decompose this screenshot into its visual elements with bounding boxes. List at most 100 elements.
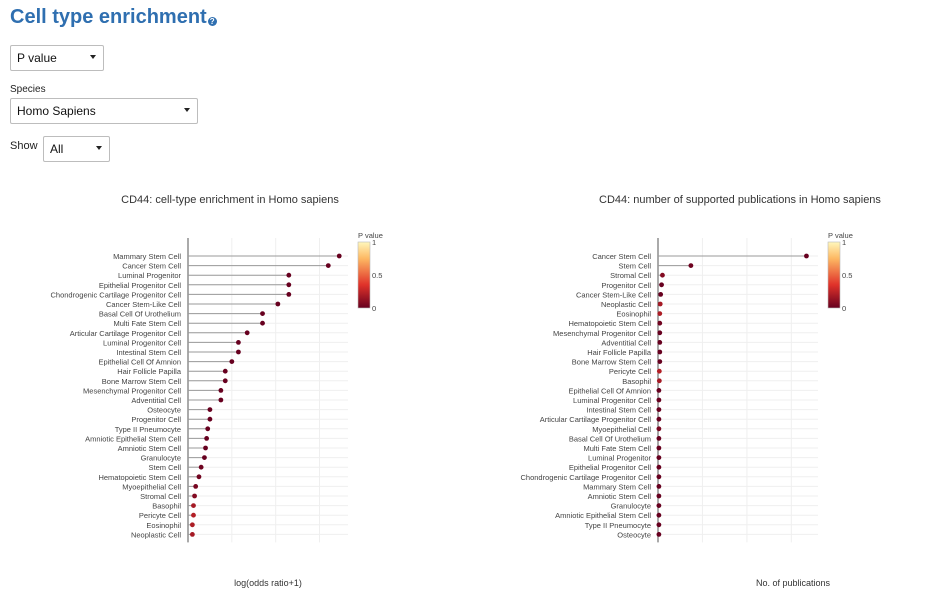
chart1-point: [325, 263, 331, 268]
chart1-category-label: Epithelial Progenitor Cell: [99, 281, 181, 290]
chart2-category-label: Luminal Progenitor Cell: [573, 396, 651, 405]
chart2-category-label: Progenitor Cell: [601, 281, 651, 290]
chart1-point: [192, 493, 197, 499]
chart2-category-label: Epithelial Cell Of Amnion: [568, 386, 651, 395]
chart2-category-label: Luminal Progenitor: [588, 454, 651, 463]
chart1-category-label: Basal Cell Of Urothelium: [99, 310, 181, 319]
chart1-point: [204, 436, 210, 441]
show-label: Show: [10, 140, 38, 152]
chart1-point: [286, 292, 292, 297]
chevron-down-icon: [96, 146, 102, 150]
help-icon[interactable]: ?: [207, 17, 217, 26]
chart1-category-label: Amniotic Epithelial Stem Cell: [85, 434, 181, 443]
metric-select[interactable]: P value: [10, 45, 104, 71]
chart1-point: [260, 311, 265, 316]
chart2-point: [656, 445, 662, 451]
chart2-category-label: Multi Fate Stem Cell: [583, 444, 651, 453]
chart2-category-label: Eosinophil: [616, 310, 651, 319]
chart1-category-label: Stem Cell: [148, 463, 181, 472]
chart1-point: [207, 416, 213, 422]
show-select-value: All: [50, 142, 64, 156]
chart2-category-label: Basophil: [622, 377, 651, 386]
chart1-point: [218, 388, 224, 393]
chart1-point: [222, 368, 228, 374]
chart2-point: [804, 253, 809, 259]
chart2-category-label: Articular Cartilage Progenitor Cell: [540, 415, 652, 424]
chart2-point: [656, 464, 662, 470]
chart1-point: [229, 359, 235, 364]
page-title: Cell type enrichment?: [10, 6, 217, 29]
chart1-colorbar-tick: 1: [372, 238, 376, 247]
chart1-category-label: Granulocyte: [141, 454, 181, 463]
chart2-point: [658, 292, 664, 297]
chart1-category-label: Multi Fate Stem Cell: [113, 319, 181, 328]
chart2-colorbar-tick: 1: [842, 238, 846, 247]
chart2-category-label: Cancer Stem-Like Cell: [576, 290, 651, 299]
chart2-category-label: Neoplastic Cell: [601, 300, 651, 309]
chart1-category-label: Hematopoietic Stem Cell: [98, 473, 181, 482]
chart2-point: [656, 522, 662, 528]
metric-select-value: P value: [17, 51, 57, 65]
chart2-point: [656, 455, 662, 460]
chart1-category-label: Osteocyte: [147, 406, 181, 415]
chart1-category-label: Mesenchymal Progenitor Cell: [83, 386, 181, 395]
chart2-category-label: Hair Follicle Papilla: [587, 348, 652, 357]
chart2-point: [656, 474, 662, 480]
chart1-category-label: Epithelial Cell Of Amnion: [98, 358, 181, 367]
chart2-category-label: Basal Cell Of Urothelium: [569, 434, 651, 443]
chart1-point: [196, 474, 202, 480]
chart2-point: [660, 272, 665, 278]
chart1-point: [275, 301, 281, 307]
chart2-category-label: Epithelial Progenitor Cell: [569, 463, 651, 472]
chart1-category-label: Basophil: [152, 502, 181, 511]
chart1-category-label: Luminal Progenitor: [118, 271, 181, 280]
chart2-point: [656, 426, 662, 432]
chart1-point: [202, 455, 207, 460]
chart1-category-label: Cancer Stem-Like Cell: [106, 300, 181, 309]
chart2-point: [659, 282, 664, 288]
chart2-point: [656, 484, 662, 489]
chart2-point: [656, 397, 662, 403]
chart2-category-label: Granulocyte: [611, 502, 651, 511]
chart2-point: [657, 359, 663, 364]
chart2-point: [656, 532, 662, 537]
chart2-category-label: Osteocyte: [617, 530, 651, 539]
chart1-category-label: Intestinal Stem Cell: [116, 348, 181, 357]
chart2-category-label: Chondrogenic Cartilage Progenitor Cell: [521, 473, 652, 482]
species-label: Species: [10, 84, 46, 95]
chart1-category-label: Cancer Stem Cell: [122, 262, 181, 271]
species-select[interactable]: Homo Sapiens: [10, 98, 198, 124]
species-select-value: Homo Sapiens: [17, 104, 96, 118]
chart2-colorbar-title: P value: [828, 231, 853, 240]
chart2-point: [656, 368, 662, 374]
chart2-category-label: Amniotic Epithelial Stem Cell: [555, 511, 651, 520]
chart2-x-axis-title: No. of publications: [755, 578, 831, 588]
chart1-category-label: Type II Pneumocyte: [115, 425, 181, 434]
chart1-point: [189, 522, 195, 528]
chart2-point: [657, 311, 663, 316]
chart1-point: [205, 426, 211, 432]
chart1-point: [336, 253, 342, 259]
chart1-category-label: Articular Cartilage Progenitor Cell: [70, 329, 182, 338]
chart2-colorbar-tick: 0: [842, 304, 846, 313]
chart2-category-label: Pericyte Cell: [609, 367, 651, 376]
chart1-category-label: Hair Follicle Papilla: [117, 367, 182, 376]
chart2-point: [656, 388, 662, 393]
chart1-colorbar-tick: 0: [372, 304, 376, 313]
chart2-category-label: Myoepithelial Cell: [592, 425, 651, 434]
chart2-point: [656, 436, 662, 441]
chart2-category-label: Type II Pneumocyte: [585, 521, 651, 530]
chart2-point: [657, 301, 663, 307]
chart2-colorbar: [827, 241, 841, 309]
chart1-point: [198, 464, 204, 470]
chart2-category-label: Adventitial Cell: [601, 338, 651, 347]
chart1-x-axis-title: log(odds ratio+1): [234, 578, 302, 588]
chart1-colorbar-tick: 0.5: [372, 271, 382, 280]
chart2-point: [656, 407, 662, 412]
chevron-down-icon: [90, 55, 96, 59]
chart2-category-label: Amniotic Stem Cell: [588, 492, 652, 501]
chart1-category-label: Luminal Progenitor Cell: [103, 338, 181, 347]
chart1-colorbar-title: P value: [358, 231, 383, 240]
show-select[interactable]: All: [43, 136, 110, 162]
chart2-category-label: Bone Marrow Stem Cell: [572, 358, 652, 367]
